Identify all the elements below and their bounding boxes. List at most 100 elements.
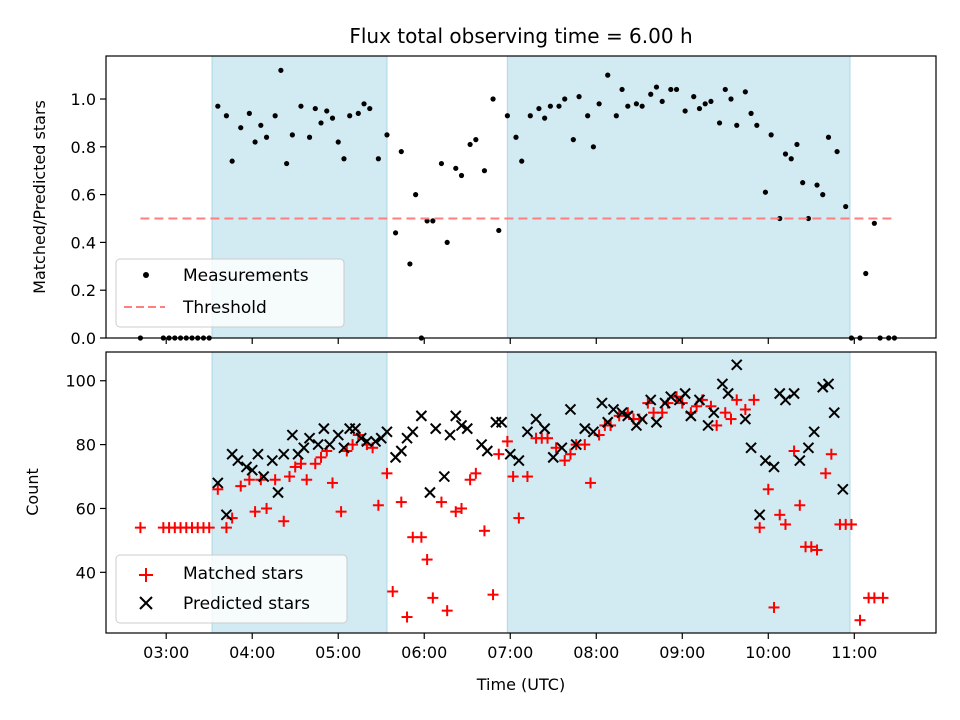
measurement-point [576,94,582,100]
measurement-point [536,105,542,112]
bottom-y-axis-label: Count [23,468,42,516]
legend-measurements-marker [143,272,149,278]
predicted-star-point [745,442,757,454]
matched-star-point [283,471,295,483]
matched-star-point [278,515,290,527]
predicted-star-point [332,429,344,441]
predicted-star-point [556,442,568,454]
bottom-x-ticks: 03:00 04:00 05:00 06:00 07:00 08:00 09:00 10:00… [143,633,877,662]
measurement-point [619,86,625,93]
measurement-point [341,156,347,162]
measurement-point [633,101,639,107]
matched-star-point [656,407,668,419]
top-x-ticks [165,338,855,344]
predicted-star-point [602,416,614,428]
measurement-point [696,105,703,112]
top-data-marks [137,67,898,341]
measurement-point [825,134,832,140]
predicted-star-point [220,509,233,521]
measurement-point [527,113,533,119]
x-tick-label: 09:00 [659,643,705,662]
predicted-star-point [318,422,330,435]
measurement-point [490,96,496,102]
measurement-point [782,151,789,157]
predicted-star-point [570,438,582,451]
x-tick-label: 10:00 [745,643,791,662]
predicted-star-point [802,442,815,454]
predicted-star-point [679,387,691,400]
x-tick-label: 11:00 [831,643,877,662]
measurement-point [215,103,221,109]
matched-star-point [845,518,857,530]
predicted-star-point [768,461,780,473]
predicted-star-point [415,410,428,422]
measurement-point [413,192,419,198]
matched-star-point [289,461,301,473]
predicted-star-point [395,445,408,457]
matched-star-point [134,522,146,534]
measurement-point [298,103,304,109]
matched-star-point [794,499,806,511]
measurement-point [246,110,252,116]
matched-star-point [719,407,731,419]
predicted-star-point [361,435,373,448]
matched-star-point [478,525,490,537]
measurement-point [682,108,688,114]
measurement-point [519,158,525,164]
matched-star-point [309,458,321,470]
measurement-point [278,67,284,73]
predicted-star-point [636,413,648,425]
measurement-point [375,156,381,162]
measurement-point [318,120,324,126]
predicted-star-point [481,445,494,457]
predicted-star-point [538,422,551,435]
measurement-point [430,218,436,224]
predicted-star-point [650,416,663,428]
legend-measurements-label: Measurements [183,266,309,286]
predicted-star-point [495,416,508,428]
matched-star-point [820,467,832,479]
bottom-y-ticks: 40 60 80 100 [65,372,106,582]
measurement-point [585,113,591,119]
matched-star-point [212,483,224,495]
predicted-star-point [381,426,393,438]
measurement-point [734,122,740,128]
predicted-star-point [817,381,829,393]
y-tick-label: 0.4 [71,233,96,252]
predicted-star-point [579,422,591,435]
bottom-panel: 40 60 80 100 03:00 04:00 05:00 06:00 07:00 08:00… [23,351,937,694]
x-tick-label: 03:00 [143,643,189,662]
measurement-point [306,134,313,140]
predicted-star-point [547,451,559,464]
measurement-point [504,113,510,119]
measurement-point [596,101,602,107]
measurement-point [229,158,235,164]
matched-star-point [762,483,774,495]
matched-star-point [788,445,800,457]
measurement-point [788,156,794,162]
measurement-point [834,148,840,155]
predicted-star-point [616,406,628,419]
predicted-star-point [407,426,419,438]
predicted-star-point [504,448,516,460]
matched-star-point [854,614,866,626]
measurement-point [513,134,519,140]
measurement-point [843,203,849,210]
matched-star-point [381,467,393,479]
predicted-star-point [286,429,299,441]
measurement-point [289,132,295,138]
matched-star-point [542,432,554,444]
legend-matched-marker [139,568,153,582]
measurement-point [467,141,473,148]
matched-star-point [421,554,433,566]
measurement-point [284,160,290,167]
top-axes-frame [105,55,937,339]
matched-star-point [877,592,889,604]
shaded-interval-2 [506,351,851,634]
predicted-star-point [369,435,382,448]
matched-star-point [513,512,525,524]
predicted-star-point [461,422,473,435]
predicted-star-point [596,397,608,409]
measurement-point [361,101,367,107]
